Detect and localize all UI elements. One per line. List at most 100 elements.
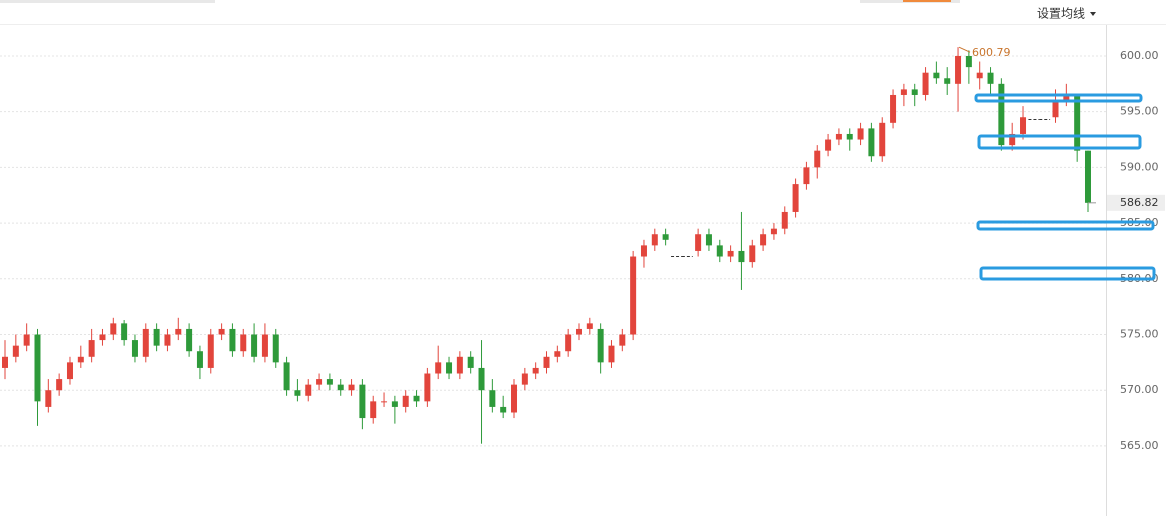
drawings — [974, 93, 1156, 281]
y-tick-label: 575.00 — [1120, 328, 1159, 341]
y-tick-label: 570.00 — [1120, 383, 1159, 396]
drawn-box — [976, 220, 1155, 231]
y-tick-label: 590.00 — [1120, 160, 1159, 173]
candle-body — [911, 89, 918, 95]
candle-body — [23, 334, 30, 346]
candle-body — [77, 356, 84, 363]
candle-body — [131, 340, 138, 357]
candle-body — [597, 328, 604, 363]
candle-body — [1074, 94, 1081, 151]
candle-body — [1009, 133, 1016, 146]
candle-body — [857, 128, 864, 140]
ma-button[interactable]: 设置均线 — [1037, 7, 1085, 21]
candle-body — [110, 323, 117, 335]
top-tab-active — [903, 0, 951, 2]
candle-body — [381, 401, 388, 403]
candle-body — [337, 384, 344, 391]
candle-body — [153, 328, 160, 346]
y-tick-label: 600.00 — [1120, 49, 1159, 62]
candle-body — [305, 384, 312, 396]
drawn-box — [974, 93, 1143, 103]
candle-body — [695, 234, 702, 251]
candle-body — [283, 362, 290, 391]
candle-body — [640, 245, 647, 257]
max-pointer — [958, 46, 971, 53]
candle-body — [868, 128, 875, 157]
candle-body — [738, 250, 745, 263]
candle-body — [922, 72, 929, 95]
candle-body — [792, 184, 799, 212]
candle-body — [359, 384, 366, 419]
candle-body — [716, 245, 723, 257]
dropdown-arrow[interactable] — [1090, 12, 1096, 16]
max-label: 600.79 — [972, 46, 1011, 59]
candle-body — [186, 328, 193, 352]
candle-body — [121, 323, 128, 341]
candle-body — [413, 395, 420, 402]
candle-body — [543, 356, 550, 368]
y-tick-label: 595.00 — [1120, 105, 1159, 118]
candle-body — [489, 390, 496, 407]
candle-body — [511, 384, 518, 413]
candle-body — [229, 328, 236, 352]
candle-body — [56, 379, 63, 391]
candle-body — [2, 356, 8, 368]
candle-body — [987, 72, 994, 84]
candle-body — [933, 72, 940, 79]
candle-body — [803, 167, 810, 185]
candle-body — [294, 390, 301, 396]
candle-body — [456, 356, 463, 374]
y-tick-label: 565.00 — [1120, 439, 1159, 452]
candle-body — [532, 367, 539, 374]
candle-body — [142, 328, 149, 357]
candle-body — [88, 340, 95, 357]
candle-body — [164, 334, 171, 346]
candle-body — [900, 89, 907, 95]
candle-body — [770, 228, 777, 235]
candle-body — [998, 83, 1005, 146]
candle-body — [218, 328, 225, 335]
candle-body — [272, 334, 279, 363]
candle-body — [554, 351, 561, 357]
candle-body — [705, 234, 712, 246]
candle-body — [825, 139, 832, 151]
candle-body — [402, 395, 409, 407]
candle-body — [575, 328, 582, 335]
candle-body — [727, 250, 734, 257]
drawn-box — [979, 266, 1156, 281]
candle-body — [261, 334, 268, 357]
candle-body — [662, 234, 669, 240]
candle-body — [348, 384, 355, 391]
candle-body — [316, 379, 323, 385]
candle-body — [1020, 117, 1027, 134]
last-price-box — [1107, 194, 1165, 211]
candle-body — [521, 373, 528, 385]
candle-body — [45, 390, 52, 407]
candle-body — [467, 356, 474, 368]
candle-body — [446, 362, 453, 374]
candle-body — [370, 401, 377, 419]
candle-body — [1085, 150, 1091, 203]
candle-body — [890, 94, 897, 123]
candle-body — [608, 345, 615, 363]
candle-body — [175, 328, 182, 335]
candle-body — [1052, 100, 1059, 118]
candle-body — [34, 334, 41, 402]
candle-body — [879, 122, 886, 157]
candle-body — [976, 72, 983, 79]
candle-body — [749, 245, 756, 263]
candle-body — [207, 334, 214, 368]
candle-body — [835, 133, 842, 140]
candle-body — [586, 323, 593, 329]
candle-body — [651, 234, 658, 246]
drawn-box — [977, 134, 1142, 150]
candle-body — [435, 362, 442, 374]
candle-body — [326, 379, 333, 385]
candle-body — [478, 367, 485, 391]
candle-body — [66, 362, 73, 380]
candle-body — [196, 351, 203, 368]
plot: 565.00570.00575.00580.00585.00590.00595.… — [0, 46, 1165, 452]
candle-body — [12, 345, 19, 357]
